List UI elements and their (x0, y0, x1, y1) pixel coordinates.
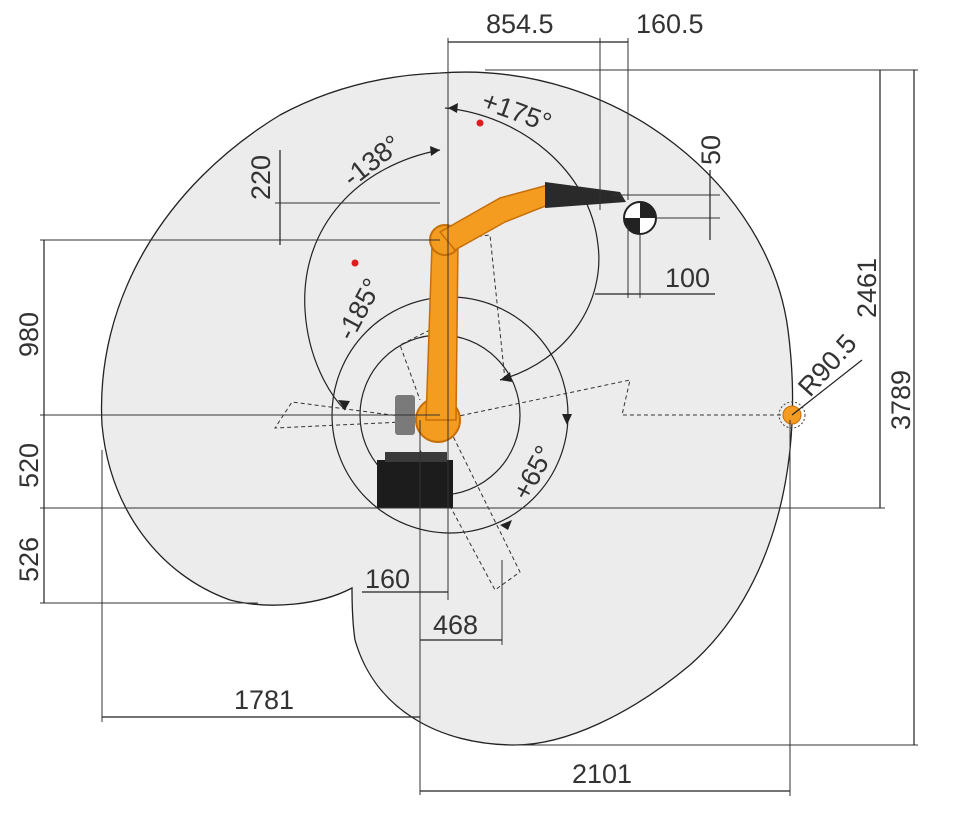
inner-envelope-arc (444, 107, 600, 381)
dim-3789: 3789 (886, 370, 916, 430)
leader-r90-5 (791, 359, 863, 416)
arrow-175 (448, 103, 458, 113)
robot-lower-arm (425, 239, 459, 421)
dim-980: 980 (14, 312, 44, 357)
robot-wrist (545, 182, 626, 208)
arrow-inner (500, 372, 512, 382)
dim-160: 160 (365, 564, 410, 594)
dim-1781: 1781 (234, 685, 294, 715)
inner-envelope-left (304, 149, 441, 411)
red-marker-left (351, 259, 359, 267)
dim-526: 526 (14, 537, 44, 582)
dim-2101: 2101 (572, 759, 632, 789)
dim-2461: 2461 (852, 258, 882, 318)
red-marker-upper (476, 119, 484, 127)
dim-520: 520 (14, 443, 44, 488)
dim-220: 220 (246, 155, 276, 200)
arrow-shoulder (562, 414, 572, 425)
dim-100: 100 (665, 263, 710, 293)
arrow-185 (338, 400, 350, 410)
alt-pose-mid (399, 329, 431, 401)
robot-base (377, 460, 453, 508)
dim-854-5: 854.5 (486, 9, 554, 39)
robot-base-top (385, 452, 447, 462)
dim-r90-5: R90.5 (792, 328, 863, 402)
arrow-138 (430, 146, 440, 156)
wrist-radius-circle (778, 401, 806, 429)
alt-pose-down (419, 419, 521, 591)
arrow-65 (500, 520, 512, 530)
tcp-marker-icon (623, 201, 657, 235)
alt-pose-right (439, 379, 785, 421)
dim-468: 468 (433, 610, 478, 640)
dim-50: 50 (696, 135, 726, 165)
dim-160-5: 160.5 (636, 9, 704, 39)
